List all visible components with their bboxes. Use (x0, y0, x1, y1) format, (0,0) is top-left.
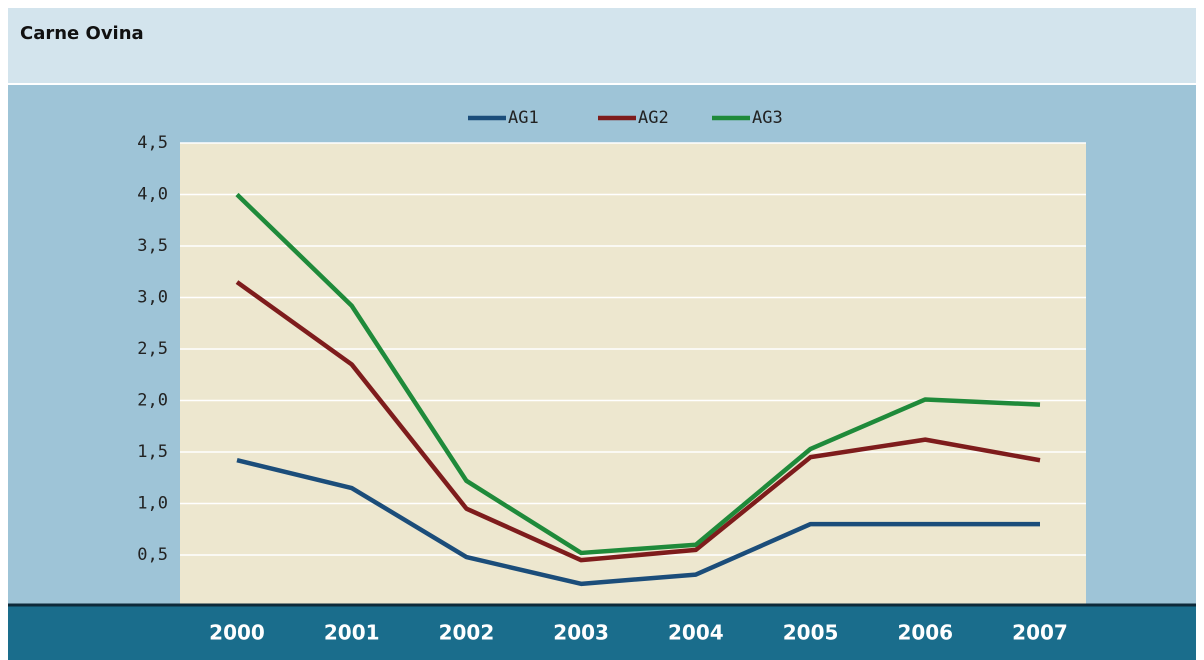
legend-label: AG1 (508, 108, 539, 128)
series-line (235, 280, 1041, 563)
series-line (235, 192, 1041, 556)
x-labels: 2000 2001 2002 2003 2004 2005 2006 2007 (209, 621, 1068, 645)
x-axis-band (8, 604, 1196, 660)
chart-title: Carne Ovina (20, 23, 144, 44)
y-tick-label: 3,0 (137, 288, 168, 308)
legend-label: AG2 (638, 108, 669, 128)
y-tick-label: 2,0 (137, 391, 168, 411)
x-tick-label: 2003 (553, 621, 609, 645)
x-tick-label: 2007 (1012, 621, 1068, 645)
x-tick-label: 2002 (439, 621, 495, 645)
plot-area (180, 143, 1086, 604)
series-line (236, 458, 1040, 587)
x-tick-label: 2001 (324, 621, 380, 645)
y-tick-label: 4,5 (137, 133, 168, 153)
title-band (8, 8, 1196, 84)
y-tick-label: 0,5 (137, 545, 168, 565)
y-tick-label: 1,0 (137, 494, 168, 514)
y-tick-label: 2,5 (137, 339, 168, 359)
x-tick-label: 2006 (897, 621, 953, 645)
x-tick-label: 2005 (783, 621, 839, 645)
y-tick-label: 3,5 (137, 236, 168, 256)
x-tick-label: 2000 (209, 621, 265, 645)
y-tick-label: 4,0 (137, 185, 168, 205)
legend-label: AG3 (752, 108, 783, 128)
x-tick-label: 2004 (668, 621, 724, 645)
y-tick-label: 1,5 (137, 442, 168, 462)
plot: 0,5 1,0 1,5 2,0 2,5 3,0 3,5 4,0 4,5 AG1 AG2 AG3 (137, 108, 1086, 587)
